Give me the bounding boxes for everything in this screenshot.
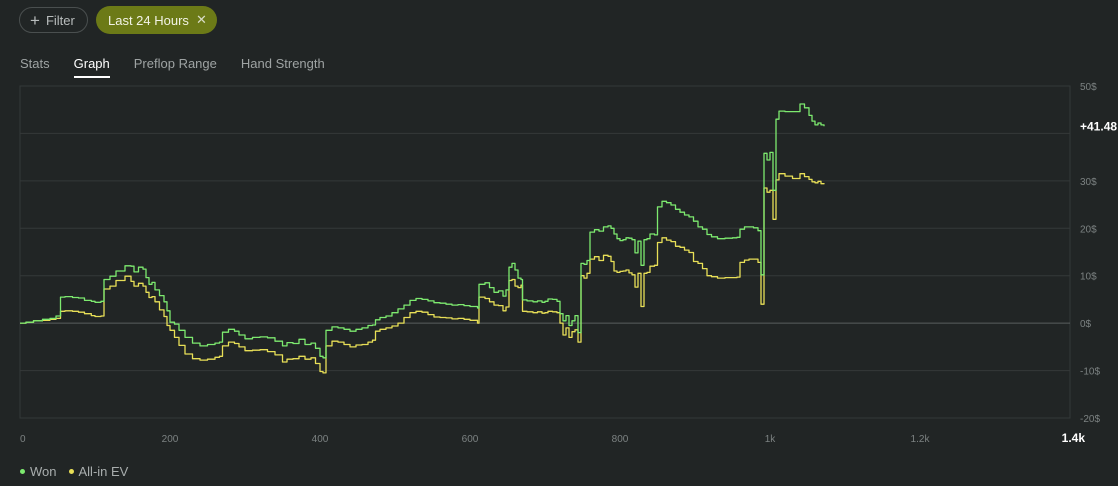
y-tick-label: -10$: [1080, 367, 1100, 378]
x-tick-label: 600: [462, 434, 479, 445]
y-tick-label: 50$: [1080, 82, 1097, 93]
profit-graph: 50$ 30$ 20$ 10$ 0$ -10$ -20$ 0 200 400 600 800 1k 1.…: [19, 82, 1117, 445]
plus-icon: +: [30, 10, 40, 30]
won-series-swatch: [20, 469, 25, 474]
legend-item-won[interactable]: Won: [20, 464, 57, 479]
x-tick-label: 400: [312, 434, 329, 445]
y-tick-label: 0$: [1080, 319, 1092, 330]
chart-legend: Won All-in EV: [20, 464, 128, 479]
filter-chip-label: Last 24 Hours: [108, 12, 189, 28]
all-in-ev-series-swatch: [68, 469, 74, 474]
y-tick-label: -20$: [1080, 414, 1100, 425]
series-line-won: [20, 103, 825, 359]
x-tick-label: 1k: [765, 434, 777, 445]
tab-hand-strength[interactable]: Hand Strength: [240, 56, 325, 71]
filter-button[interactable]: + Filter: [19, 7, 88, 33]
y-tick-label: 30$: [1080, 177, 1097, 188]
final-result-label: +41.48: [1080, 119, 1117, 133]
y-tick-label: 10$: [1080, 272, 1097, 283]
x-tick-label: 800: [612, 434, 629, 445]
filter-button-label: Filter: [45, 12, 75, 28]
chart-series: [20, 103, 825, 374]
chart-grid: [19, 85, 1071, 419]
legend-label-won: Won: [30, 464, 57, 479]
legend-item-all-in-ev[interactable]: All-in EV: [68, 464, 129, 479]
tab-graph[interactable]: Graph: [73, 56, 110, 78]
close-icon[interactable]: ✕: [195, 12, 207, 27]
x-tick-label: 200: [162, 434, 179, 445]
x-tick-label: 1.4k: [1062, 431, 1086, 445]
legend-label-all-in-ev: All-in EV: [78, 464, 129, 479]
x-tick-label: 0: [20, 434, 26, 445]
x-tick-label: 1.2k: [911, 434, 931, 445]
last-24-hours-filter-chip[interactable]: Last 24 Hours ✕: [96, 6, 217, 34]
tab-stats[interactable]: Stats: [20, 56, 50, 71]
y-axis-labels: 50$ 30$ 20$ 10$ 0$ -10$ -20$: [1080, 82, 1100, 425]
x-axis-labels: 0 200 400 600 800 1k 1.2k 1.4k: [20, 431, 1085, 445]
tab-preflop-range[interactable]: Preflop Range: [133, 56, 217, 71]
series-line-all-in-ev: [20, 173, 825, 374]
view-tabs: Stats Graph Preflop Range Hand Strength: [20, 56, 325, 78]
y-tick-label: 20$: [1080, 224, 1097, 235]
plot-frame: [19, 85, 1071, 419]
